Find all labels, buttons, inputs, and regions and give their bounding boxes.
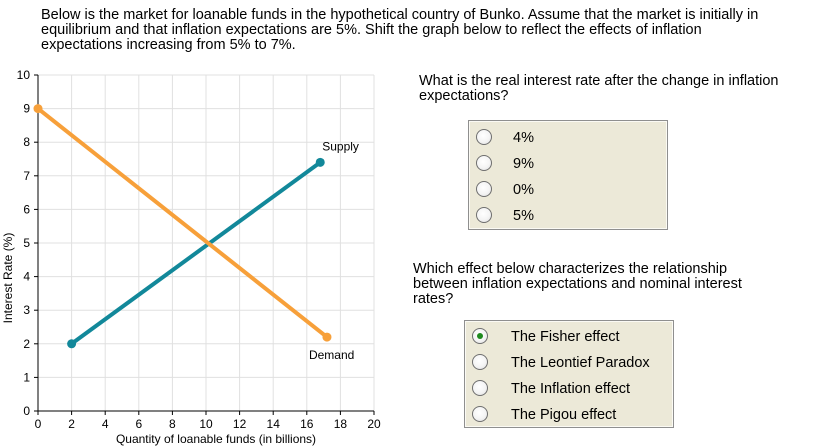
y-tick-label: 4 [23,270,30,284]
option-label: The Leontief Paradox [511,355,650,371]
x-tick-label: 12 [233,417,247,431]
demand-curve [36,106,329,340]
question-2-option[interactable]: The Pigou effect [465,404,673,426]
y-tick-label: 7 [23,169,30,183]
x-tick-label: 18 [334,417,348,431]
demand-point [33,104,43,114]
question-2-option[interactable]: The Fisher effect [465,326,673,348]
x-tick-label: 8 [169,417,176,431]
question-2-options: The Fisher effect The Leontief Paradox The… [464,320,674,428]
radio-button[interactable] [476,129,492,145]
radio-button[interactable] [472,328,488,344]
option-label: The Inflation effect [511,381,631,397]
question-2-option[interactable]: The Inflation effect [465,378,673,400]
radio-button[interactable] [472,354,488,370]
question-1-options: 4% 9% 0% 5% [468,120,668,230]
question-1-option[interactable]: 5% [469,205,667,227]
question-2-text: Which effect below characterizes the rel… [413,261,742,307]
question-1-option[interactable]: 0% [469,179,667,201]
option-label: 4% [513,130,534,146]
option-label: 0% [513,182,534,198]
supply-label: Supply [322,139,359,153]
option-label: The Fisher effect [511,329,620,345]
y-tick-label: 10 [17,68,31,82]
supply-point [67,339,77,349]
radio-button[interactable] [472,380,488,396]
y-tick-label: 2 [23,337,30,351]
x-tick-label: 10 [199,417,213,431]
x-tick-label: 14 [267,417,281,431]
x-tick-label: 2 [68,417,75,431]
x-tick-label: 6 [135,417,142,431]
demand-point [322,332,332,342]
y-axis-title: Interest Rate (%) [1,233,15,324]
x-tick-label: 0 [35,417,42,431]
supply-curve [69,160,323,346]
radio-button[interactable] [476,207,492,223]
y-tick-label: 1 [23,370,30,384]
x-tick-label: 4 [102,417,109,431]
demand-label: Demand [309,348,354,362]
y-tick-label: 6 [23,202,30,216]
supply-point [315,157,325,167]
x-tick-label: 16 [300,417,314,431]
radio-button[interactable] [472,406,488,422]
problem-statement: Below is the market for loanable funds i… [41,7,759,53]
y-tick-label: 8 [23,135,30,149]
option-label: 9% [513,156,534,172]
option-label: 5% [513,208,534,224]
x-axis-title: Quantity of loanable funds (in billions) [116,432,316,446]
question-1-text: What is the real interest rate after the… [419,73,779,104]
y-tick-label: 9 [23,102,30,116]
y-tick-label: 3 [23,303,30,317]
radio-button[interactable] [476,155,492,171]
radio-button[interactable] [476,181,492,197]
x-tick-label: 20 [367,417,381,431]
option-label: The Pigou effect [511,407,617,423]
question-1-option[interactable]: 4% [469,127,667,149]
question-1-option[interactable]: 9% [469,153,667,175]
y-tick-label: 0 [23,404,30,418]
y-tick-label: 5 [23,236,30,250]
question-2-option[interactable]: The Leontief Paradox [465,352,673,374]
